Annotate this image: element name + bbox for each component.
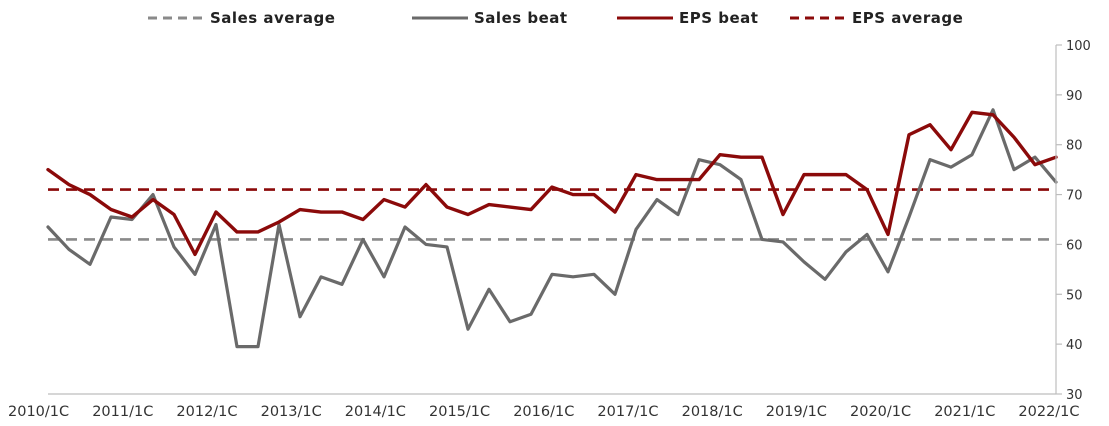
y-tick-label: 100 [1066, 39, 1091, 54]
chart-legend: Sales average Sales beat EPS beat EPS avera… [148, 9, 963, 27]
legend-label: Sales average [210, 9, 335, 27]
series-line-sales [46, 108, 1058, 349]
series-points-eps [47, 112, 1057, 255]
series-points-sales [47, 109, 1057, 347]
y-tick-label: 30 [1066, 388, 1083, 403]
legend-label: Sales beat [474, 9, 568, 27]
x-tick-label: 2012/1C [176, 404, 237, 420]
y-tick-label: 40 [1066, 338, 1083, 353]
x-tick-label: 2018/1C [682, 404, 743, 420]
legend-item-eps-avg: EPS average [790, 9, 963, 27]
x-tick-label: 2017/1C [597, 404, 658, 420]
y-tick-label: 90 [1066, 89, 1083, 104]
x-axis: 2010/1C 2011/1C 2012/1C 2013/1C 2014/1C 2015/… [8, 393, 1080, 420]
y-axis: 30 40 50 60 70 80 90 100 [1055, 39, 1091, 403]
x-tick-label: 2015/1C [429, 404, 490, 420]
y-tick-label: 50 [1066, 288, 1083, 303]
x-tick-label: 2011/1C [92, 404, 153, 420]
y-tick-label: 60 [1066, 238, 1083, 253]
legend-label: EPS average [852, 9, 963, 27]
series-line-eps [46, 110, 1058, 257]
x-tick-label: 2013/1C [261, 404, 322, 420]
legend-item-eps: EPS beat [617, 9, 758, 27]
x-tick-label: 2022/1C [1018, 404, 1079, 420]
legend-item-sales-avg: Sales average [148, 9, 335, 27]
x-tick-label: 2021/1C [934, 404, 995, 420]
legend-label: EPS beat [679, 9, 758, 27]
legend-item-sales: Sales beat [412, 9, 568, 27]
series-lines [46, 108, 1058, 349]
y-tick-label: 70 [1066, 189, 1083, 204]
x-tick-label: 2014/1C [345, 404, 406, 420]
x-tick-label: 2020/1C [850, 404, 911, 420]
y-tick-label: 80 [1066, 139, 1083, 154]
average-lines [48, 188, 1056, 241]
x-tick-label: 2010/1C [8, 404, 69, 420]
x-tick-label: 2016/1C [513, 404, 574, 420]
x-tick-label: 2019/1C [766, 404, 827, 420]
